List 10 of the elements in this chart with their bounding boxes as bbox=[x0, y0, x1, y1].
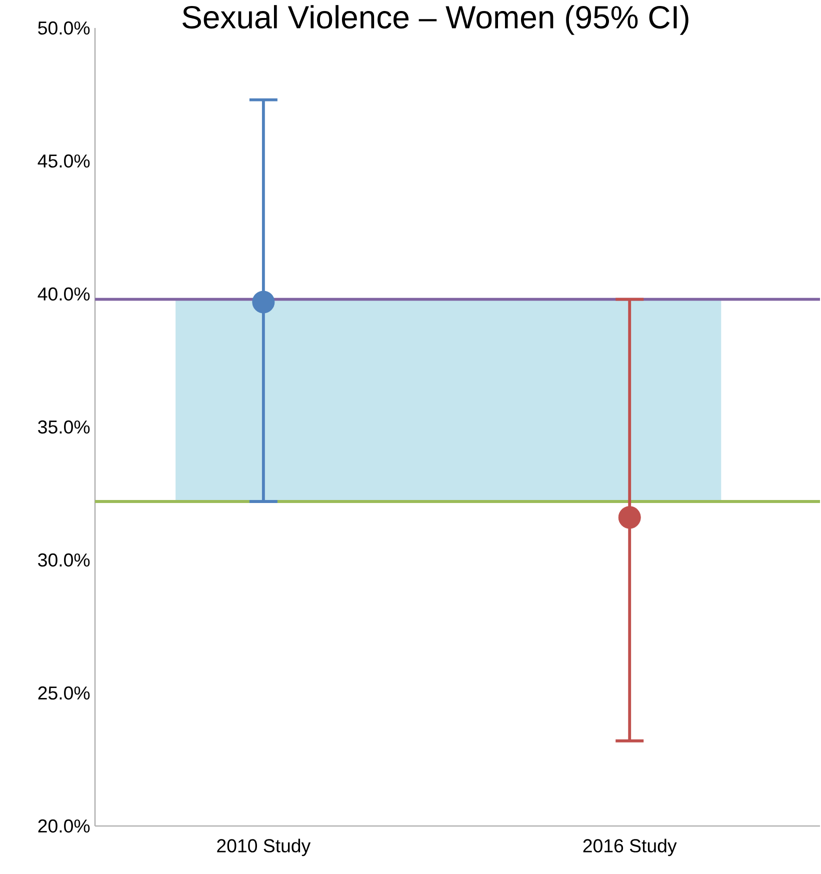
y-tick-label: 30.0% bbox=[38, 553, 90, 567]
y-tick-label: 40.0% bbox=[38, 287, 90, 301]
y-tick-label: 35.0% bbox=[38, 420, 90, 434]
x-tick-label: 2016 Study bbox=[583, 838, 677, 856]
y-tick-label: 50.0% bbox=[38, 21, 90, 35]
chart-title: Sexual Violence – Women (95% CI) bbox=[182, 5, 688, 35]
y-tick-label: 25.0% bbox=[38, 686, 90, 700]
y-tick-label: 45.0% bbox=[38, 154, 90, 168]
y-tick-label: 20.0% bbox=[38, 819, 90, 833]
x-tick-label: 2010 Study bbox=[217, 838, 311, 856]
